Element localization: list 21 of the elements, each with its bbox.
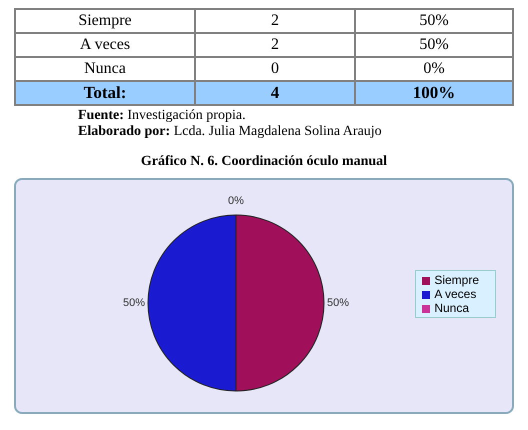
legend-label: A veces (434, 287, 476, 301)
source-note: Fuente: Investigación propia. (78, 108, 246, 123)
text: 0% (228, 195, 244, 207)
text: 50% (419, 12, 449, 29)
text: 0% (423, 60, 445, 77)
text: 2 (195, 9, 355, 33)
text: Elaborado por: Lcda. Julia Magdalena Solina Araujo (78, 124, 382, 139)
text: 0 (195, 57, 355, 81)
category-label: A veces (80, 36, 130, 53)
text: 100% (355, 81, 513, 105)
legend-label: Nunca (434, 301, 469, 315)
data-label: 50% (122, 297, 146, 309)
text: 50% (419, 36, 449, 53)
chart-title: Gráfico N. 6. Coordinación óculo manual (140, 154, 388, 170)
category-label: Siempre (78, 12, 132, 29)
category-label: Nunca (84, 60, 126, 77)
legend-label: Siempre (434, 273, 479, 287)
data-label: 50% (326, 297, 350, 309)
text: 4 (195, 81, 355, 105)
text: 2 (195, 33, 355, 57)
text: Total: (15, 81, 195, 105)
